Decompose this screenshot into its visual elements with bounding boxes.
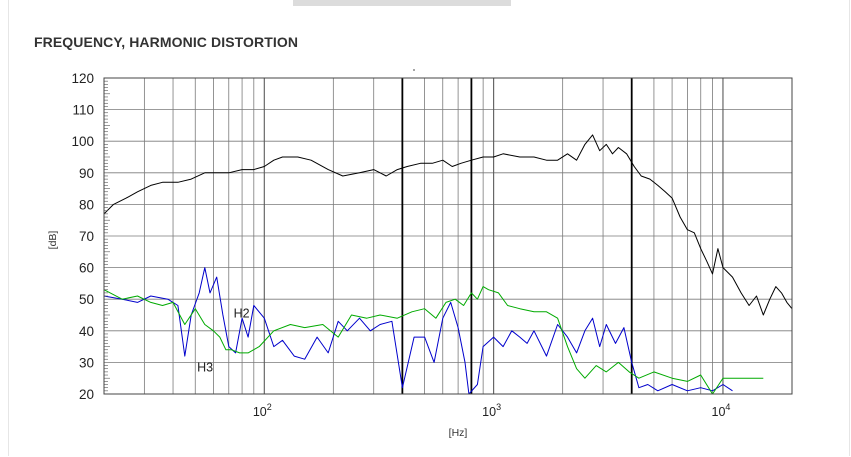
stray-dot xyxy=(413,69,415,71)
y-tick-label: 20 xyxy=(79,387,94,402)
x-axis-label: [Hz] xyxy=(449,427,468,439)
annotation-h2: H2 xyxy=(234,307,250,321)
x-tick-exponent: 2 xyxy=(267,402,272,412)
y-tick-label: 40 xyxy=(79,324,94,339)
axes-layer xyxy=(103,77,793,395)
x-tick-base: 10 xyxy=(253,405,267,419)
y-tick-label: 50 xyxy=(79,292,94,307)
y-tick-label: 100 xyxy=(71,134,94,149)
y-tick-label: 120 xyxy=(71,71,94,86)
x-tick-label: 104 xyxy=(712,402,731,419)
x-tick-base: 10 xyxy=(482,405,496,419)
y-tick-label: 70 xyxy=(79,229,94,244)
y-tick-label: 30 xyxy=(79,355,94,370)
x-tick-exponent: 3 xyxy=(496,402,501,412)
x-tick-exponent: 4 xyxy=(725,402,730,412)
x-tick-label: 103 xyxy=(482,402,501,419)
series-line-h3 xyxy=(103,286,764,395)
series-layer xyxy=(103,134,793,395)
series-line-frequency-response xyxy=(103,134,793,316)
grid-minor xyxy=(103,77,793,395)
y-tick-label: 90 xyxy=(79,166,94,181)
y-axis-label: [dB] xyxy=(47,231,59,250)
x-tick-label: 102 xyxy=(253,402,272,419)
y-tick-label: 80 xyxy=(79,197,94,212)
annotation-h3: H3 xyxy=(197,360,213,374)
chart-heading: FREQUENCY, HARMONIC DISTORTION xyxy=(34,34,299,50)
series-line-h2 xyxy=(103,267,733,395)
top-tab-strip xyxy=(293,0,511,6)
x-tick-base: 10 xyxy=(712,405,726,419)
panel-frame xyxy=(8,0,850,456)
y-tick-label: 60 xyxy=(79,261,94,276)
plot-area-border xyxy=(103,77,793,395)
y-tick-label: 110 xyxy=(72,103,94,118)
